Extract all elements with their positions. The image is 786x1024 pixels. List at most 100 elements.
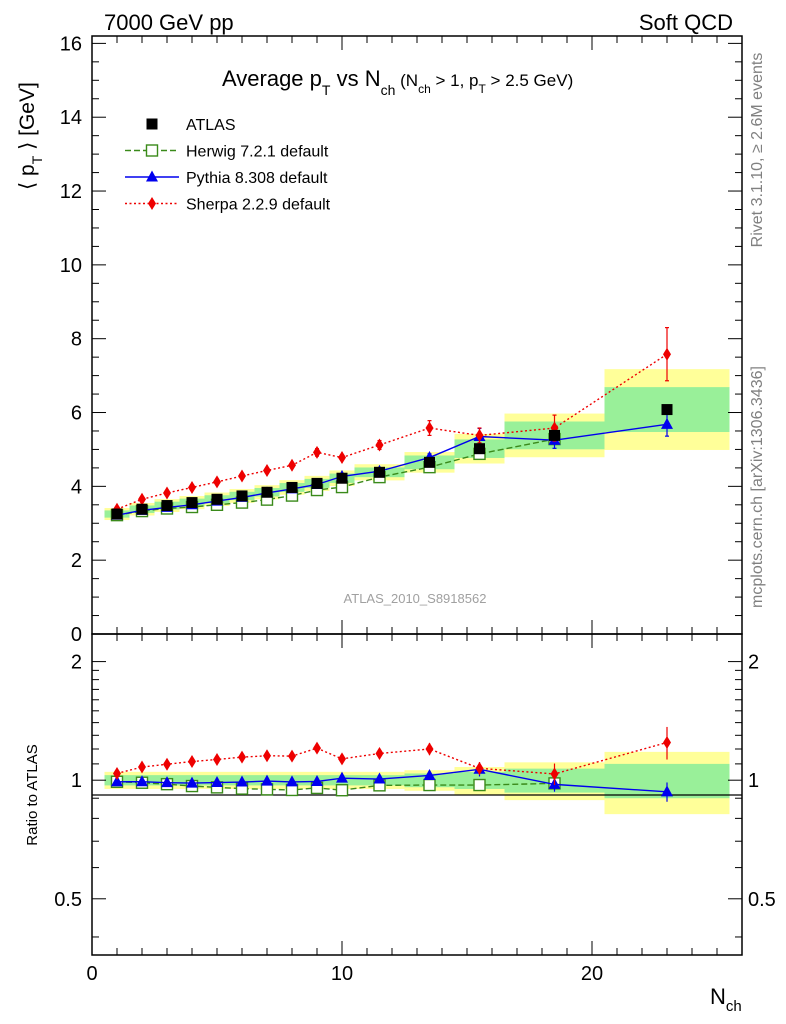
x-tick-label: 0 bbox=[86, 963, 97, 985]
legend-marker-sherpa bbox=[148, 197, 156, 210]
ratio-tick-label: 2 bbox=[71, 652, 82, 674]
y-tick-label: 14 bbox=[60, 107, 82, 129]
legend: ATLAS Herwig 7.2.1 default Pythia 8.308 de… bbox=[125, 117, 331, 214]
ratio-axis-label: Ratio to ATLAS bbox=[24, 744, 41, 845]
sherpa-ratio-point bbox=[663, 735, 671, 749]
y-tick-label: 12 bbox=[60, 181, 82, 203]
atlas-point bbox=[374, 466, 385, 478]
atlas-point bbox=[261, 486, 273, 498]
pythia-ratio-point bbox=[136, 775, 148, 787]
atlas-point bbox=[236, 490, 248, 502]
sherpa-ratio-point bbox=[425, 742, 434, 756]
mcplots-reference-label: mcplots.cern.ch [arXiv:1306.3436] bbox=[749, 366, 766, 608]
pythia-ratio-point bbox=[661, 785, 673, 797]
ratio-tick-label: 1 bbox=[748, 770, 759, 792]
sherpa-point bbox=[138, 492, 146, 506]
sherpa-ratio-point bbox=[313, 741, 321, 755]
sherpa-point bbox=[375, 438, 384, 452]
sherpa-point bbox=[263, 463, 271, 477]
atlas-point bbox=[161, 500, 173, 512]
pythia-ratio-point bbox=[286, 775, 298, 787]
rivet-version-label: Rivet 3.1.10, ≥ 2.6M events bbox=[749, 53, 766, 248]
legend-marker-atlas bbox=[146, 118, 158, 130]
pythia-ratio-point bbox=[311, 774, 323, 786]
uncertainty-bands-main bbox=[104, 369, 730, 521]
pythia-ratio-point bbox=[336, 771, 348, 783]
ratio-tick-label: 2 bbox=[748, 652, 759, 674]
ratio-tick-label: 1 bbox=[71, 770, 82, 792]
atlas-point bbox=[111, 508, 123, 520]
sherpa-point bbox=[163, 486, 171, 500]
pythia-ratio-point bbox=[236, 775, 248, 787]
legend-label-atlas: ATLAS bbox=[186, 117, 236, 134]
header-left: 7000 GeV pp bbox=[104, 10, 234, 35]
main-panel: 0 2 4 6 8 10 12 14 16 ATLAS_2010_S8918562 bbox=[60, 33, 743, 646]
y-tick-label: 4 bbox=[71, 476, 82, 498]
pythia-ratio-point bbox=[423, 768, 436, 780]
legend-label-sherpa: Sherpa 2.2.9 default bbox=[186, 197, 331, 214]
ratio-series-layer bbox=[110, 726, 673, 802]
header-right: Soft QCD bbox=[639, 10, 733, 35]
sherpa-ratio-point bbox=[188, 755, 196, 769]
atlas-point bbox=[286, 481, 298, 493]
chart-title: Average pT vs Nch (Nch > 1, pT > 2.5 GeV… bbox=[222, 66, 573, 98]
sherpa-point bbox=[213, 475, 221, 489]
sherpa-ratio-point bbox=[288, 749, 296, 763]
atlas-point bbox=[136, 503, 148, 515]
pythia-point bbox=[661, 417, 673, 429]
sherpa-ratio-point bbox=[238, 750, 246, 764]
legend-label-pythia: Pythia 8.308 default bbox=[186, 170, 328, 187]
y-axis-label: ⟨ pT ⟩ [GeV] bbox=[16, 82, 45, 190]
y-tick-label: 0 bbox=[71, 624, 82, 646]
y-tick-label: 2 bbox=[71, 550, 82, 572]
main-series-layer bbox=[110, 327, 673, 522]
pythia-ratio-point bbox=[373, 772, 386, 784]
pythia-ratio-point bbox=[111, 775, 123, 787]
atlas-point bbox=[186, 497, 198, 509]
herwig-ratio-point bbox=[335, 784, 349, 797]
sherpa-ratio-point bbox=[113, 766, 121, 780]
sherpa-ratio-point bbox=[338, 752, 346, 766]
herwig-ratio-point bbox=[473, 778, 486, 792]
atlas-point bbox=[549, 429, 560, 441]
sherpa-ratio-point bbox=[213, 752, 221, 766]
sherpa-point bbox=[663, 347, 671, 361]
pythia-ratio-point bbox=[261, 774, 273, 786]
ratio-tick-label: 0.5 bbox=[748, 889, 776, 911]
sherpa-point bbox=[188, 480, 196, 494]
x-tick-label: 10 bbox=[331, 963, 353, 985]
y-tick-label: 16 bbox=[60, 33, 82, 55]
sherpa-point bbox=[313, 445, 321, 459]
x-tick-label: 20 bbox=[581, 963, 603, 985]
sherpa-point bbox=[338, 451, 346, 465]
pythia-ratio-point bbox=[186, 776, 198, 788]
ratio-tick-label: 0.5 bbox=[54, 889, 82, 911]
sherpa-ratio-point bbox=[475, 761, 484, 775]
legend-marker-herwig bbox=[145, 144, 159, 157]
pythia-ratio-point bbox=[161, 776, 173, 788]
legend-marker-pythia bbox=[146, 170, 158, 182]
sherpa-point bbox=[288, 458, 296, 472]
atlas-point bbox=[336, 472, 348, 484]
main-axis-ticks: 0 2 4 6 8 10 12 14 16 bbox=[60, 33, 743, 646]
atlas-point bbox=[661, 404, 673, 416]
sherpa-ratio-point bbox=[550, 767, 559, 781]
atlas-point bbox=[424, 456, 435, 468]
sherpa-ratio-point bbox=[375, 746, 384, 760]
sherpa-point bbox=[238, 469, 246, 483]
ratio-panel: 0 10 20 0.5 0.5 1 1 2 2 bbox=[54, 633, 776, 985]
pythia-ratio-point bbox=[211, 776, 223, 788]
analysis-watermark: ATLAS_2010_S8918562 bbox=[344, 591, 487, 606]
atlas-point bbox=[311, 477, 323, 489]
x-axis-label: Nch bbox=[710, 984, 742, 1015]
ratio-axis-ticks: 0 10 20 0.5 0.5 1 1 2 2 bbox=[54, 634, 776, 985]
atlas-point bbox=[211, 493, 223, 505]
atlas-point bbox=[474, 443, 485, 455]
sherpa-ratio-point bbox=[163, 757, 171, 771]
sherpa-point bbox=[475, 428, 484, 442]
legend-label-herwig: Herwig 7.2.1 default bbox=[186, 144, 329, 161]
herwig-ratio-point bbox=[423, 778, 436, 792]
ratio-frame bbox=[91, 633, 743, 956]
y-tick-label: 10 bbox=[60, 255, 82, 277]
